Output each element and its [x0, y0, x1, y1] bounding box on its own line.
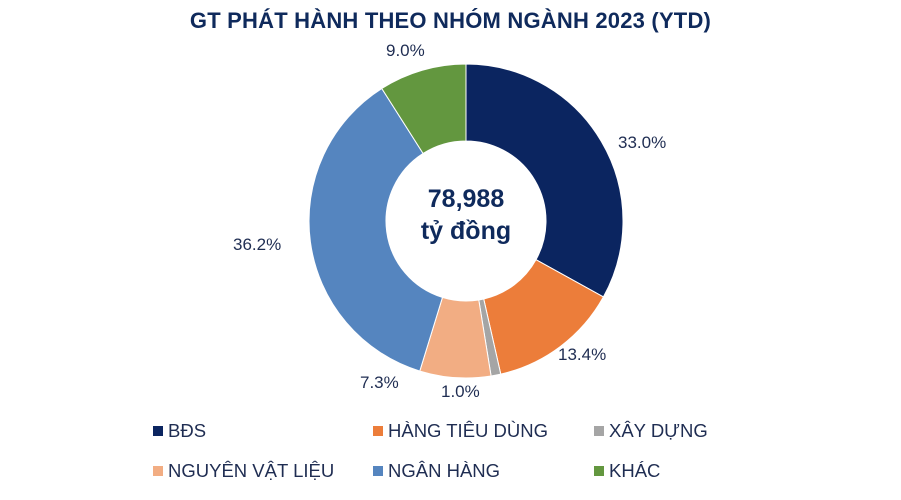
- legend-label: XÂY DỰNG: [609, 420, 708, 441]
- slice-label-xay-dung: 1.0%: [441, 382, 480, 401]
- slice-label-ngan-hang: 36.2%: [233, 235, 282, 254]
- slice-label-nguyen-vat-lieu: 7.3%: [360, 373, 399, 392]
- legend-swatch-icon: [153, 426, 163, 436]
- legend-label: NGÂN HÀNG: [388, 460, 501, 481]
- slice-label-hang-tieu-dung: 13.4%: [558, 345, 607, 364]
- legend-item-nguyen-vat-lieu: NGUYÊN VẬT LIỆU: [153, 460, 334, 482]
- legend-label: KHÁC: [609, 460, 661, 481]
- center-total-unit: tỷ đồng: [420, 217, 512, 245]
- legend-item-bds: BĐS: [153, 420, 206, 442]
- slice-label-khac: 9.0%: [386, 41, 425, 60]
- legend-swatch-icon: [594, 426, 604, 436]
- legend-item-xay-dung: XÂY DỰNG: [594, 420, 708, 442]
- legend-label: BĐS: [168, 420, 207, 441]
- legend-swatch-icon: [153, 466, 163, 476]
- legend-label: NGUYÊN VẬT LIỆU: [168, 460, 335, 481]
- legend-item-ngan-hang: NGÂN HÀNG: [373, 460, 500, 482]
- legend-item-khac: KHÁC: [594, 460, 660, 482]
- center-total-value: 78,988: [427, 185, 505, 213]
- slice-khac: [381, 63, 467, 155]
- legend-swatch-icon: [594, 466, 604, 476]
- slice-label-bds: 33.0%: [618, 133, 667, 152]
- slice-ngan-hang: [308, 87, 444, 372]
- center-label: 78,988 tỷ đồng: [386, 183, 546, 247]
- legend-label: HÀNG TIÊU DÙNG: [388, 420, 549, 441]
- legend-item-hang-tieu-dung: HÀNG TIÊU DÙNG: [373, 420, 548, 442]
- legend-swatch-icon: [373, 426, 383, 436]
- slice-bds: [465, 63, 624, 298]
- legend-swatch-icon: [373, 466, 383, 476]
- chart-title: GT PHÁT HÀNH THEO NHÓM NGÀNH 2023 (YTD): [189, 8, 712, 33]
